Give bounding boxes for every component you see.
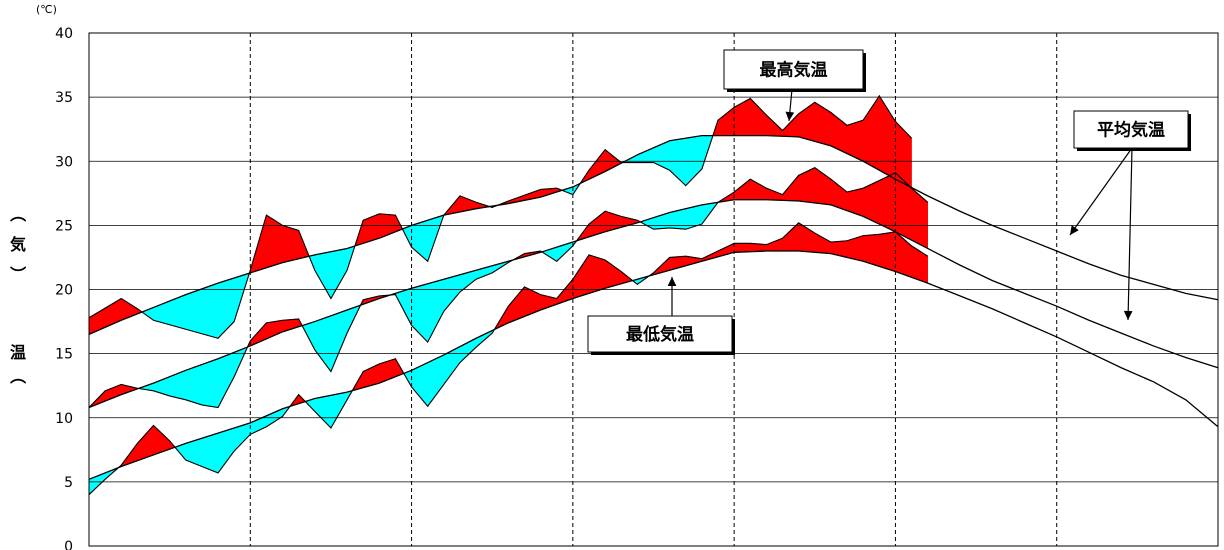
y-axis-label-char: （	[8, 206, 27, 222]
y-tick-label: 15	[55, 347, 73, 363]
max-temp-callout-text: 最高気温	[760, 60, 828, 81]
y-axis-label-char: 気	[10, 235, 26, 254]
mean-temp-callout-text: 平均気温	[1097, 120, 1165, 141]
y-axis-label-char: ）	[8, 266, 27, 282]
mean-temp-callout	[1073, 110, 1189, 149]
y-tick-label: 30	[55, 154, 73, 170]
callout-arrow-line	[1127, 147, 1133, 321]
y-axis-label-char: （	[8, 368, 27, 384]
mean-temp-actual-line	[88, 167, 929, 409]
y-tick-label: 20	[55, 283, 73, 299]
callout-arrow-line	[1069, 147, 1133, 236]
axes	[88, 32, 1219, 547]
callout-arrow-head	[785, 111, 795, 121]
max-temp-segment	[282, 224, 299, 263]
callout-arrow-head	[1123, 310, 1133, 320]
max-temp-actual-line	[88, 94, 912, 339]
y-tick-label: 5	[64, 475, 73, 491]
max-temp-callout	[723, 49, 864, 90]
min-temp-actual-line	[88, 222, 928, 496]
y-axis-label: （ 気 ） 温 （	[8, 206, 27, 384]
plot-frame	[88, 32, 1219, 547]
min-temp-segment	[733, 243, 751, 253]
min-temp-segment	[878, 231, 896, 272]
mean-temp-segment	[185, 364, 203, 406]
mean-temp-segment	[878, 172, 896, 233]
callout-arrow-head	[1070, 225, 1079, 235]
min-normal-line	[88, 250, 1219, 480]
callout-arrow-head	[667, 277, 677, 287]
mean-temp-segment	[201, 358, 219, 408]
max-normal-line	[88, 134, 1219, 335]
y-tick-labels: 0 5 10 15 20 25 30 35 40	[55, 26, 73, 550]
y-unit-label: (℃)	[36, 3, 57, 16]
y-tick-label: 40	[55, 26, 73, 42]
mean-normal-line	[88, 199, 1219, 409]
y-tick-label: 0	[64, 539, 73, 550]
y-tick-label: 25	[55, 218, 73, 234]
min-temp-callout	[587, 315, 733, 353]
y-tick-label: 10	[55, 411, 73, 427]
min-temp-callout-text: 最低気温	[626, 324, 694, 345]
y-tick-label: 35	[55, 90, 73, 106]
normal-lines	[88, 134, 1219, 480]
min-temp-segment	[588, 254, 606, 294]
deviation-fills	[88, 94, 929, 496]
grid-lines	[89, 33, 1218, 546]
y-axis-label-char: 温	[9, 343, 26, 362]
